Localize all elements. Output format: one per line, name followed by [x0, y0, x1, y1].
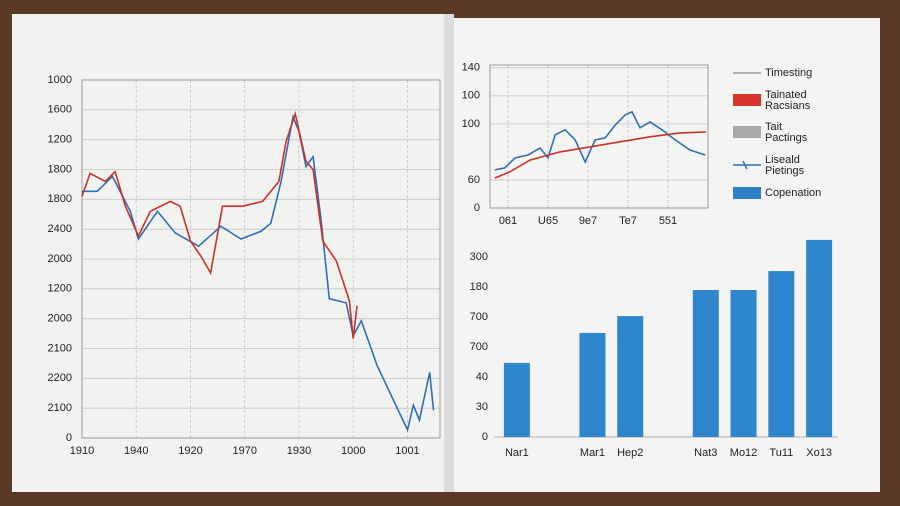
- book-spine: [444, 14, 454, 492]
- y-tick-label: 40: [476, 371, 488, 383]
- y-tick-label: 0: [66, 432, 72, 444]
- y-tick-label: 1800: [48, 163, 72, 175]
- bar: [692, 290, 719, 437]
- x-tick-label: 1930: [287, 445, 311, 457]
- y-tick-label: 1000: [48, 74, 72, 86]
- x-tick-label: Nat3: [694, 447, 717, 459]
- y-tick-label: 30: [476, 401, 488, 413]
- y-tick-label: 300: [470, 251, 488, 263]
- bar: [768, 271, 795, 437]
- plot-frame: [81, 79, 441, 439]
- y-tick-label: 2200: [48, 372, 72, 384]
- y-tick-label: 700: [470, 341, 488, 353]
- y-tick-label: 180: [470, 281, 488, 293]
- y-tick-label: 700: [470, 311, 488, 323]
- legend-marker: [742, 160, 748, 170]
- x-tick-label: Hep2: [617, 447, 643, 459]
- y-tick-label: 2000: [48, 313, 72, 325]
- x-tick-label: Mo12: [730, 447, 758, 459]
- y-tick-label: 1200: [48, 283, 72, 295]
- y-tick-label: 1800: [48, 193, 72, 205]
- x-tick-label: 061: [499, 215, 517, 227]
- y-tick-label: 2100: [48, 402, 72, 414]
- y-tick-label: 1200: [48, 134, 72, 146]
- x-tick-label: 1910: [70, 445, 94, 457]
- x-tick-label: 551: [659, 215, 677, 227]
- y-tick-label: 0: [474, 202, 480, 214]
- x-tick-label: 1920: [178, 445, 202, 457]
- y-tick-label: 140: [462, 62, 480, 74]
- x-tick-label: Xo13: [806, 447, 832, 459]
- legend-label: Liseald Pietings: [765, 154, 805, 177]
- x-tick-label: 1000: [341, 445, 365, 457]
- x-tick-label: Mar1: [580, 447, 605, 459]
- bar: [503, 362, 530, 437]
- legend-label: Copenation: [765, 187, 821, 199]
- y-tick-label: 0: [482, 431, 488, 443]
- data-line: [81, 110, 358, 339]
- x-tick-label: 1001: [395, 445, 419, 457]
- y-tick-label: 2100: [48, 342, 72, 354]
- data-line: [494, 110, 706, 171]
- y-tick-label: 100: [462, 90, 480, 102]
- legend-swatch: [733, 126, 761, 138]
- legend-swatch: [733, 94, 761, 106]
- x-tick-label: 1940: [124, 445, 148, 457]
- legend-label: Tainated Racsians: [765, 89, 811, 112]
- bar: [730, 290, 757, 437]
- data-line: [494, 131, 707, 179]
- x-tick-label: Te7: [619, 215, 637, 227]
- plot-frame: [489, 64, 709, 209]
- y-tick-label: 2400: [48, 223, 72, 235]
- left-page: [12, 14, 450, 492]
- bar: [806, 239, 833, 437]
- y-tick-label: 100: [462, 118, 480, 130]
- legend-label: Tait Pactings: [765, 121, 808, 144]
- x-tick-label: Nar1: [505, 447, 529, 459]
- y-tick-label: 1600: [48, 104, 72, 116]
- x-tick-label: 1970: [232, 445, 256, 457]
- y-tick-label: 60: [468, 174, 480, 186]
- legend-swatch: [733, 187, 761, 199]
- bar: [617, 316, 644, 437]
- y-tick-label: 2000: [48, 253, 72, 265]
- x-tick-label: Tu11: [769, 447, 793, 459]
- x-tick-label: 9e7: [579, 215, 597, 227]
- legend-label: Timesting: [765, 67, 812, 79]
- bar: [579, 332, 606, 437]
- x-tick-label: U65: [538, 215, 558, 227]
